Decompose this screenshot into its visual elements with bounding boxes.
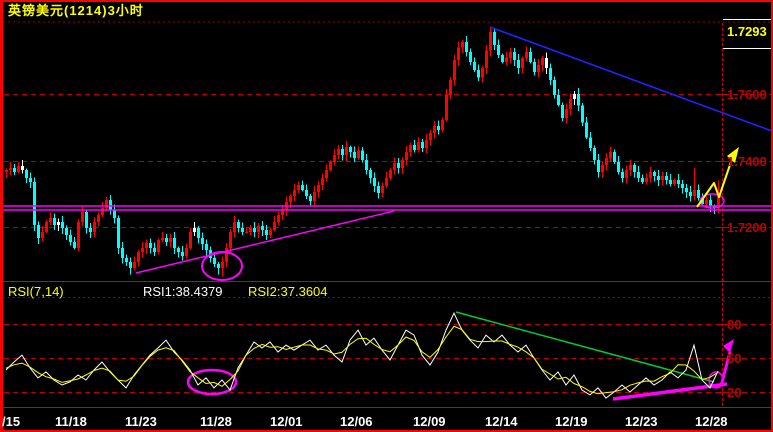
falling-resistance-trendline[interactable] [489, 26, 773, 132]
date-label-12-28: 12/28 [695, 414, 728, 429]
chart-title: 英镑美元(1214)3小时 [8, 3, 144, 18]
price-axis-tick-1.7400: 1.7400 [727, 154, 767, 169]
date-label-12-14: 12/14 [485, 414, 518, 429]
rsi-axis-tick-50: 50 [727, 351, 742, 366]
price-axis-tick-1.7600: 1.7600 [727, 87, 767, 102]
candlestick-series [5, 27, 720, 277]
date-label-11-23: 11/23 [125, 414, 157, 429]
date-label-11-28: 11/28 [200, 414, 232, 429]
grid-layer [3, 19, 772, 408]
annotations-layer [3, 26, 773, 401]
yellow-breakout-arrow[interactable] [696, 147, 739, 208]
rsi-axis-tick-80: 80 [727, 317, 742, 332]
date-label-12-01: 12/01 [270, 414, 303, 429]
date-label-12-09: 12/09 [413, 414, 446, 429]
rsi-line-rsi2 [5, 325, 719, 395]
magenta-rsi-up-arrow[interactable] [719, 339, 734, 387]
rsi-low-highlight-ellipse[interactable] [186, 368, 238, 396]
rsi2-value-label: RSI2:37.3604 [248, 284, 328, 299]
price-base-highlight-ellipse[interactable] [699, 193, 725, 209]
rsi-falling-trendline[interactable] [455, 311, 715, 383]
price-axis-tick-1.7200: 1.7200 [727, 220, 767, 235]
rsi-indicator-label[interactable]: RSI(7,14) [8, 284, 64, 299]
date-label-12-06: 12/06 [340, 414, 373, 429]
date-label-12-19: 12/19 [555, 414, 588, 429]
rsi-line-rsi1 [5, 312, 719, 399]
date-label--15: /15 [2, 414, 21, 429]
date-label-11-18: 11/18 [55, 414, 87, 429]
price-low-highlight-ellipse[interactable] [201, 251, 243, 281]
rsi-axis-tick-20: 20 [727, 385, 742, 400]
rsi1-value-label: RSI1:38.4379 [143, 284, 223, 299]
rising-support-trendline[interactable] [135, 210, 395, 274]
last-price-label: 1.7293 [727, 24, 767, 39]
date-label-12-23: 12/23 [625, 414, 658, 429]
